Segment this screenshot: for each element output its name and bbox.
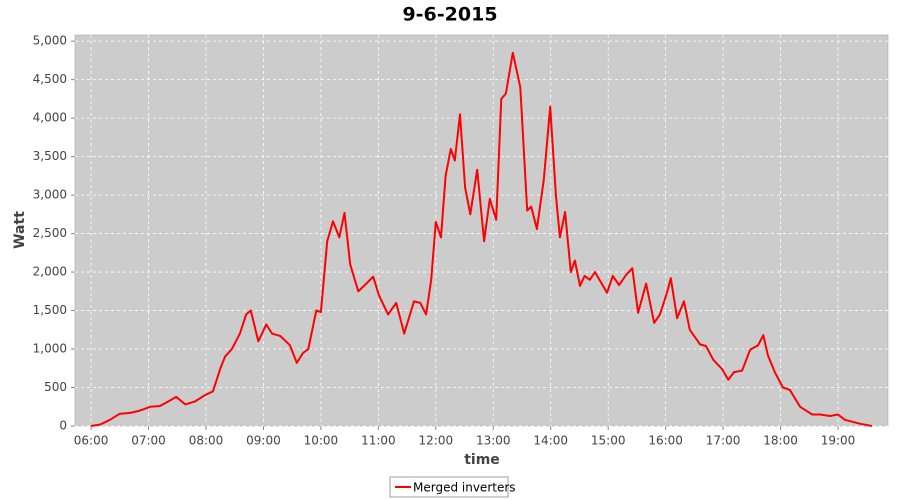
x-tick-label: 16:00 [648, 434, 683, 448]
legend-label: Merged inverters [413, 481, 516, 495]
x-tick-label: 19:00 [821, 434, 856, 448]
x-tick-label: 07:00 [131, 434, 166, 448]
x-axis-label: time [464, 452, 500, 468]
y-tick-label: 5,000 [33, 34, 67, 48]
y-tick-label: 0 [59, 419, 67, 433]
x-tick-label: 08:00 [189, 434, 224, 448]
y-tick-label: 500 [44, 380, 67, 394]
x-tick-label: 06:00 [74, 434, 109, 448]
plot-area [74, 34, 889, 427]
y-tick-label: 3,000 [33, 188, 67, 202]
x-tick-label: 11:00 [361, 434, 396, 448]
y-tick-label: 1,500 [33, 303, 67, 317]
y-tick-label: 2,000 [33, 265, 67, 279]
chart-title: 9-6-2015 [402, 4, 497, 26]
x-tick-label: 12:00 [419, 434, 454, 448]
y-tick-label: 4,000 [33, 111, 67, 125]
data-line [90, 51, 873, 427]
legend-box [389, 476, 509, 498]
x-tick-label: 09:00 [246, 434, 281, 448]
y-tick-label: 1,000 [33, 342, 67, 356]
x-tick-label: 13:00 [476, 434, 511, 448]
x-tick-label: 10:00 [304, 434, 339, 448]
x-tick-label: 15:00 [591, 434, 626, 448]
x-tick-label: 14:00 [533, 434, 568, 448]
y-tick-label: 3,500 [33, 149, 67, 163]
y-axis-label: Watt [12, 211, 28, 249]
x-tick-label: 17:00 [706, 434, 741, 448]
y-tick-label: 2,500 [33, 226, 67, 240]
x-tick-label: 18:00 [763, 434, 798, 448]
y-tick-label: 4,500 [33, 72, 67, 86]
